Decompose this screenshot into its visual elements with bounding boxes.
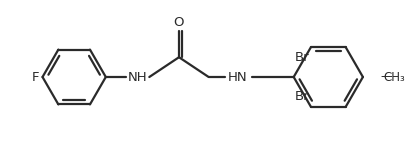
Text: Br: Br [294,90,309,103]
Text: NH: NH [128,71,147,84]
Text: Br: Br [294,51,309,64]
Text: —: — [381,71,393,84]
Text: F: F [32,71,40,84]
Text: O: O [174,16,184,29]
Text: CH₃: CH₃ [384,71,405,84]
Text: HN: HN [227,71,247,84]
